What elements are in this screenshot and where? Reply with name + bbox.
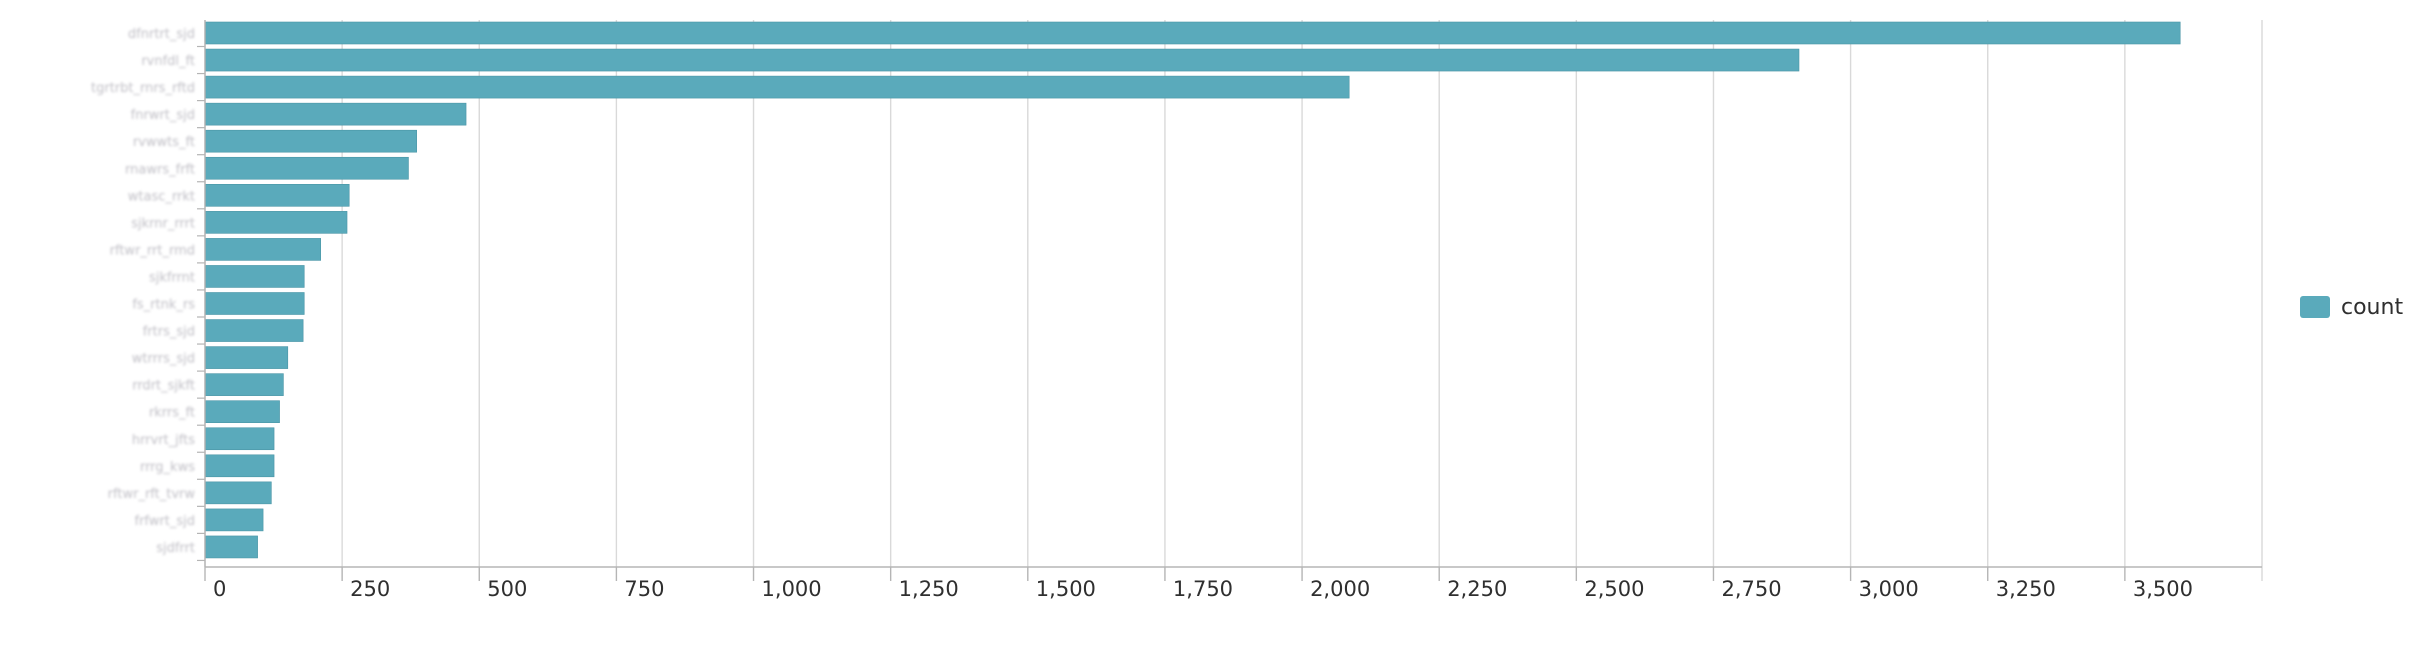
category-label: sjkfrrnt <box>149 270 195 285</box>
gridlines <box>204 20 2263 581</box>
bar <box>205 102 467 126</box>
bar <box>205 373 284 396</box>
x-tick-label: 2,250 <box>1447 577 1507 601</box>
category-label: rrrg_kws <box>140 460 195 475</box>
category-labels: dfnrtrt_sjd rvnfdl_ft tgrtrbt_rnrs_rftdfnr… <box>91 27 195 556</box>
bar <box>205 292 305 315</box>
category-label: tgrtrbt_rnrs_rftd <box>91 81 195 96</box>
axes: 0 250 500 750 1,000 1,250 1,500 1,750 2,000 2,250… <box>197 20 2262 601</box>
bar <box>205 48 1800 72</box>
category-label: sjdfrrt <box>156 541 195 556</box>
x-tick-label: 1,250 <box>899 577 959 601</box>
x-tick-label: 3,500 <box>2133 577 2193 601</box>
x-tick-label: 0 <box>213 577 226 601</box>
legend-label: count <box>2341 295 2403 320</box>
bar <box>205 346 289 369</box>
bar <box>205 454 275 478</box>
x-tick-label: 2,750 <box>1721 577 1781 601</box>
x-tick-label: 2,500 <box>1584 577 1644 601</box>
category-label: dfnrtrt_sjd <box>128 27 195 42</box>
bar <box>205 238 321 261</box>
bar <box>205 535 258 559</box>
category-label: wtrrrs_sjd <box>132 352 195 367</box>
bar <box>205 211 348 234</box>
category-label: rrdrt_sjkft <box>132 379 195 394</box>
category-label: rftwr_rrt_rmd <box>110 243 195 258</box>
bar <box>205 481 272 505</box>
x-tick-label: 1,750 <box>1173 577 1233 601</box>
legend: count <box>2300 295 2403 320</box>
bar <box>205 400 280 424</box>
category-label: rnawrs_frft <box>125 162 195 177</box>
bar <box>205 427 275 451</box>
category-label: fs_rtnk_rs <box>132 298 195 313</box>
x-tick-label: 750 <box>624 577 664 601</box>
category-label: hrrvrt_jfts <box>132 433 195 448</box>
x-tick-label: 3,250 <box>1996 577 2056 601</box>
bar <box>205 129 417 153</box>
x-tick-label: 250 <box>350 577 390 601</box>
bar <box>205 508 264 532</box>
bar <box>205 184 350 207</box>
x-tick-label: 3,000 <box>1859 577 1919 601</box>
bar <box>205 21 2181 45</box>
bar <box>205 75 1350 99</box>
category-label: sjkrnr_rrrt <box>131 216 195 231</box>
category-label: rftwr_rft_tvrw <box>108 487 196 502</box>
x-tick-label: 2,000 <box>1310 577 1370 601</box>
category-label: rkrrs_ft <box>149 406 195 421</box>
category-label: frtrs_sjd <box>143 325 195 340</box>
bar <box>205 319 304 342</box>
x-tick-label: 1,500 <box>1036 577 1096 601</box>
bar <box>205 265 305 288</box>
category-label: frfwrt_sjd <box>135 514 195 529</box>
x-tick-label: 1,000 <box>762 577 822 601</box>
x-tick-label: 500 <box>487 577 527 601</box>
category-label: rvwwts_ft <box>133 135 195 150</box>
bar <box>205 156 409 180</box>
legend-swatch <box>2300 296 2330 318</box>
category-label: fnrwrt_sjd <box>131 108 195 123</box>
category-label: wtasc_rrkt <box>128 189 195 204</box>
category-label: rvnfdl_ft <box>141 54 195 69</box>
bars <box>205 21 2181 559</box>
